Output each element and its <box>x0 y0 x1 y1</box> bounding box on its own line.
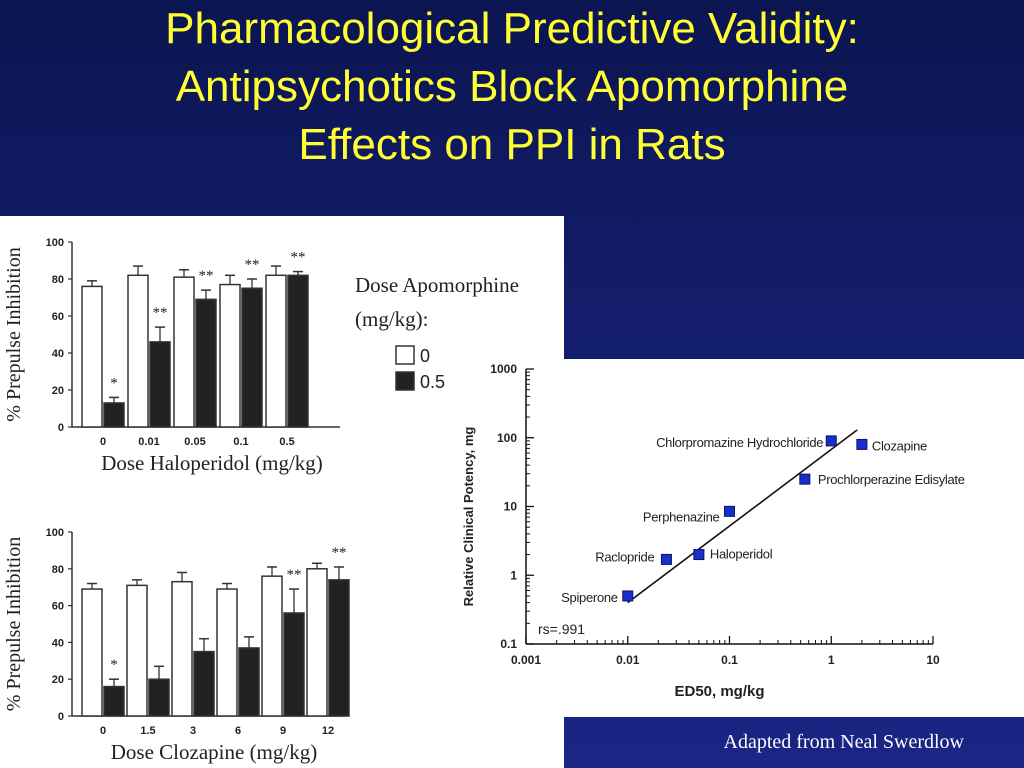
bar-apomorphine-0.5 <box>103 402 125 428</box>
x-tick-label: 0 <box>100 725 106 737</box>
y-axis-label: Relative Clinical Potency, mg <box>461 427 476 607</box>
bar-apomorphine-0 <box>171 580 193 717</box>
x-axis-label: Dose Haloperidol (mg/kg) <box>101 451 323 475</box>
data-point <box>724 505 735 517</box>
legend-swatch <box>395 345 415 365</box>
y-tick-label: 20 <box>52 385 64 397</box>
bar-apomorphine-0.5 <box>287 274 309 428</box>
y-axis-label: % Prepulse Inhibition <box>3 537 25 711</box>
bar-apomorphine-0.5 <box>238 647 260 717</box>
x-tick-label: 0.5 <box>279 436 294 448</box>
bar-apomorphine-0 <box>265 274 287 428</box>
x-axis-label: Dose Clozapine (mg/kg) <box>111 740 317 764</box>
point-label: Haloperidol <box>710 547 773 562</box>
legend-label: 0.5 <box>420 372 445 392</box>
x-tick-label: 10 <box>926 653 940 667</box>
credit-text: Adapted from Neal Swerdlow <box>723 731 965 753</box>
y-axis-label: % Prepulse Inhibition <box>3 247 25 421</box>
significance-marker: ** <box>153 305 168 321</box>
point-label: Perphenazine <box>643 509 720 524</box>
y-tick-label: 100 <box>46 237 64 249</box>
bar-apomorphine-0 <box>306 568 328 717</box>
x-tick-label: 0.1 <box>233 436 248 448</box>
data-point <box>799 473 811 485</box>
bar-apomorphine-0 <box>173 276 195 428</box>
slide-title: Pharmacological Predictive Validity: Ant… <box>0 0 1024 174</box>
point-label: Raclopride <box>595 549 654 564</box>
bar-apomorphine-0 <box>126 584 148 717</box>
x-tick-label: 12 <box>322 725 334 737</box>
data-point <box>825 435 837 447</box>
regression-line <box>627 429 858 604</box>
y-tick-label: 0 <box>58 711 64 723</box>
y-tick-label: 0 <box>58 422 64 434</box>
x-tick-label: 0.01 <box>616 653 640 667</box>
y-tick-label: 100 <box>497 431 517 445</box>
data-point <box>856 438 868 450</box>
significance-marker: * <box>110 375 118 391</box>
x-axis-label: ED50, mg/kg <box>674 683 764 700</box>
x-tick-label: 0.05 <box>184 436 205 448</box>
bar-apomorphine-0.5 <box>193 650 215 717</box>
y-tick-label: 1000 <box>490 362 517 376</box>
data-point <box>660 553 672 565</box>
point-label: Clozapine <box>872 438 927 453</box>
x-tick-label: 0.1 <box>721 653 738 667</box>
title-line-1: Pharmacological Predictive Validity: <box>165 4 859 53</box>
bar-apomorphine-0 <box>127 274 149 428</box>
significance-marker: * <box>110 657 118 673</box>
y-tick-label: 60 <box>52 601 64 613</box>
significance-marker: ** <box>199 268 214 284</box>
scatter-chart-panel: 0.001 0.01 0.1 1 10 0.1 1 10 100 1000 ED50, mg/kg R… <box>459 359 1024 717</box>
point-label: Spiperone <box>561 590 618 605</box>
bar-apomorphine-0.5 <box>328 579 350 717</box>
bar-apomorphine-0.5 <box>149 341 171 428</box>
point-label: Prochlorperazine Edisylate <box>818 472 965 487</box>
x-tick-label: 9 <box>280 725 286 737</box>
bar-apomorphine-0 <box>81 588 103 717</box>
y-tick-label: 0.1 <box>500 637 517 651</box>
y-tick-label: 20 <box>52 674 64 686</box>
significance-marker: ** <box>245 257 260 273</box>
legend-label: 0 <box>420 346 430 366</box>
x-tick-label: 1 <box>828 653 835 667</box>
y-tick-label: 80 <box>52 274 64 286</box>
bar-apomorphine-0 <box>219 283 241 428</box>
x-tick-label: 3 <box>190 725 196 737</box>
bar-apomorphine-0.5 <box>195 298 217 428</box>
data-point <box>693 549 705 561</box>
scatter-chart-svg: 0.001 0.01 0.1 1 10 0.1 1 10 100 1000 ED50, mg/kg R… <box>461 362 965 700</box>
y-tick-label: 1 <box>510 568 517 582</box>
correlation-annotation: rs=.991 <box>538 621 585 637</box>
y-tick-label: 10 <box>504 500 518 514</box>
title-line-2: Antipsychotics Block Apomorphine <box>175 62 849 111</box>
x-tick-label: 0.01 <box>138 436 159 448</box>
significance-marker: ** <box>287 567 302 583</box>
x-tick-label: 6 <box>235 725 241 737</box>
bar-apomorphine-0 <box>81 285 103 428</box>
legend-swatch <box>395 371 415 391</box>
bar-apomorphine-0.5 <box>103 685 125 717</box>
bar-apomorphine-0 <box>216 588 238 717</box>
y-tick-label: 100 <box>46 527 64 539</box>
legend-title: (mg/kg): <box>355 307 429 331</box>
bar-apomorphine-0.5 <box>283 612 305 717</box>
y-tick-label: 80 <box>52 564 64 576</box>
significance-marker: ** <box>291 250 306 266</box>
x-tick-label: 1.5 <box>140 725 155 737</box>
bar-apomorphine-0.5 <box>148 678 170 717</box>
legend-title: Dose Apomorphine <box>355 273 519 297</box>
bar-apomorphine-0 <box>261 575 283 717</box>
significance-marker: ** <box>332 545 347 561</box>
y-tick-label: 40 <box>52 637 64 649</box>
y-tick-label: 40 <box>52 348 64 360</box>
x-tick-label: 0.001 <box>511 653 541 667</box>
title-line-3: Effects on PPI in Rats <box>298 120 726 169</box>
point-label: Chlorpromazine Hydrochloride <box>656 435 823 450</box>
bar-apomorphine-0.5 <box>241 287 263 428</box>
data-point <box>622 590 634 602</box>
y-tick-label: 60 <box>52 311 64 323</box>
x-tick-label: 0 <box>100 436 106 448</box>
